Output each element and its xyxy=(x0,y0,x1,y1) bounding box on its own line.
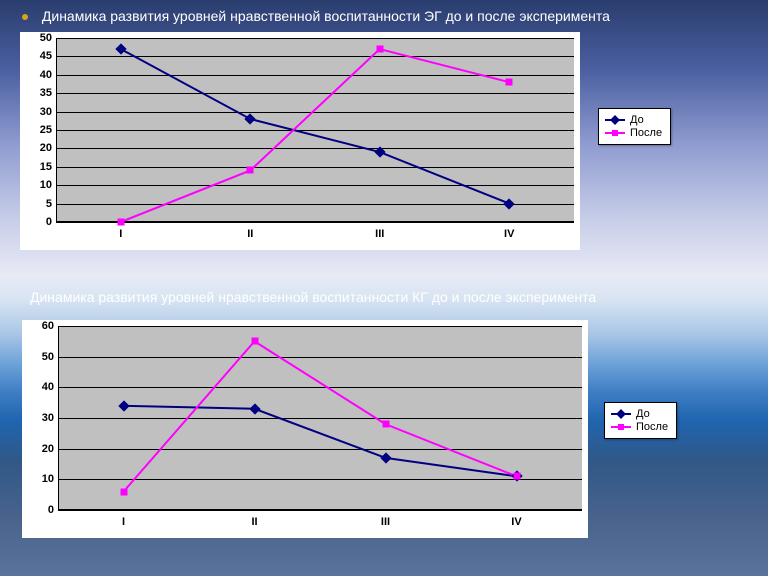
legend-marker-icon xyxy=(612,130,618,136)
y-tick: 5 xyxy=(46,198,52,210)
y-tick: 45 xyxy=(40,50,52,62)
chart2-title-text: Динамика развития уровней нравственной в… xyxy=(30,289,596,305)
y-tick: 15 xyxy=(40,161,52,173)
x-tick: III xyxy=(381,516,390,528)
y-tick: 25 xyxy=(40,124,52,136)
x-tick: II xyxy=(247,228,253,240)
x-tick: I xyxy=(119,228,122,240)
y-tick: 50 xyxy=(42,351,54,363)
marker-square-icon xyxy=(513,473,520,480)
bullet-icon xyxy=(22,14,28,20)
y-tick: 20 xyxy=(40,142,52,154)
x-tick: III xyxy=(375,228,384,240)
y-tick: 50 xyxy=(40,32,52,44)
marker-square-icon xyxy=(120,488,127,495)
legend-item: После xyxy=(605,127,662,139)
marker-square-icon xyxy=(376,46,383,53)
chart1-title-text: Динамика развития уровней нравственной в… xyxy=(42,8,610,24)
marker-square-icon xyxy=(382,421,389,428)
y-tick: 40 xyxy=(42,381,54,393)
marker-square-icon xyxy=(247,167,254,174)
chart2: 0102030405060IIIIIIIV xyxy=(22,320,588,538)
x-tick: IV xyxy=(504,228,514,240)
legend-label: После xyxy=(636,421,668,433)
y-tick: 40 xyxy=(40,69,52,81)
x-tick: I xyxy=(122,516,125,528)
y-tick: 0 xyxy=(46,216,52,228)
y-tick: 35 xyxy=(40,87,52,99)
y-tick: 60 xyxy=(42,320,54,332)
marker-square-icon xyxy=(251,338,258,345)
y-tick: 30 xyxy=(42,412,54,424)
marker-square-icon xyxy=(506,79,513,86)
legend-item: До xyxy=(611,408,668,420)
legend-label: До xyxy=(636,408,650,420)
marker-square-icon xyxy=(117,219,124,226)
y-tick: 10 xyxy=(42,473,54,485)
legend-label: После xyxy=(630,127,662,139)
chart1-title: Динамика развития уровней нравственной в… xyxy=(22,8,610,24)
chart1-legend: ДоПосле xyxy=(598,108,671,145)
y-tick: 0 xyxy=(48,504,54,516)
legend-label: До xyxy=(630,114,644,126)
chart1: 05101520253035404550IIIIIIIV xyxy=(20,32,580,250)
legend-marker-icon xyxy=(610,115,620,125)
y-tick: 10 xyxy=(40,179,52,191)
y-tick: 30 xyxy=(40,106,52,118)
legend-marker-icon xyxy=(618,424,624,430)
chart2-title: Динамика развития уровней нравственной в… xyxy=(30,289,596,305)
chart2-legend: ДоПосле xyxy=(604,402,677,439)
x-tick: II xyxy=(251,516,257,528)
legend-marker-icon xyxy=(616,409,626,419)
x-tick: IV xyxy=(511,516,521,528)
legend-item: До xyxy=(605,114,662,126)
y-tick: 20 xyxy=(42,443,54,455)
legend-item: После xyxy=(611,421,668,433)
